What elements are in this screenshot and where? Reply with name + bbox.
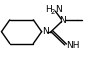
- Text: N: N: [59, 16, 66, 25]
- Text: H: H: [45, 5, 52, 14]
- Text: NH: NH: [66, 41, 79, 50]
- Text: N: N: [55, 5, 62, 14]
- Text: 2: 2: [50, 9, 55, 15]
- Text: N: N: [42, 27, 49, 36]
